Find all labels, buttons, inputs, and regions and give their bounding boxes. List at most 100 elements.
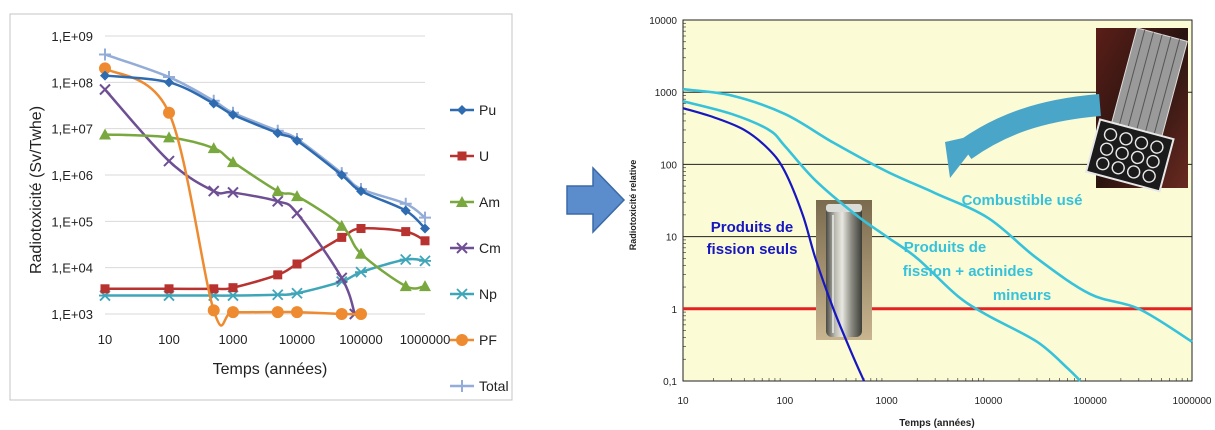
data-point-cm <box>336 272 348 284</box>
left-y-tick-label: 1,E+03 <box>51 307 93 322</box>
legend-label: Cm <box>479 240 501 256</box>
right-y-tick-labels: 0,1 1 10 100 1000 10000 <box>649 16 677 388</box>
curved-arrow-icon <box>945 94 1101 178</box>
left-series-pf <box>99 62 367 327</box>
label-fission-actinides-1: Produits de <box>904 239 987 256</box>
right-x-tick-label: 1000 <box>875 396 898 407</box>
legend-marker-pu <box>457 105 467 115</box>
left-x-tick-label: 1000000 <box>400 332 451 347</box>
left-x-tick-label: 100 <box>158 332 180 347</box>
right-arrow-icon <box>566 166 626 234</box>
legend-entry-pf: PF <box>450 332 497 348</box>
legend-entry-total: Total <box>450 378 509 394</box>
data-point-pu <box>292 135 302 146</box>
right-x-tick-label: 10 <box>677 396 689 407</box>
left-series-line-am <box>104 133 426 290</box>
left-y-tick-label: 1,E+09 <box>51 29 93 44</box>
right-x-tick-label: 1000000 <box>1173 396 1212 407</box>
legend-label: Pu <box>479 102 496 118</box>
data-point-am <box>163 131 175 143</box>
right-x-tick-label: 100 <box>776 396 793 407</box>
data-point-pf <box>207 304 220 317</box>
right-series <box>682 87 1193 382</box>
legend-entry-np: Np <box>450 286 497 302</box>
legend-label: PF <box>479 332 497 348</box>
left-x-tick-labels: 10 100 1000 10000 100000 1000000 <box>98 332 451 347</box>
data-point-pf <box>355 308 367 320</box>
data-point-am <box>271 185 284 197</box>
left-y-tick-labels: 1,E+03 1,E+04 1,E+05 1,E+06 1,E+07 1,E+08 1,E+… <box>51 29 93 322</box>
right-chart: 0,1 1 10 100 1000 10000 10 100 1000 10000 100000 1… <box>628 16 1212 429</box>
data-point-u <box>164 284 174 294</box>
data-point-pf <box>271 306 284 319</box>
data-point-np <box>271 289 284 301</box>
data-point-pu <box>272 128 283 139</box>
legend-marker-np <box>456 288 468 300</box>
data-point-pu <box>356 186 366 197</box>
data-point-pf <box>291 306 303 319</box>
left-x-axis-label: Temps (années) <box>213 361 328 378</box>
data-point-np <box>399 253 412 266</box>
data-point-pu <box>100 70 110 81</box>
data-point-u <box>356 224 366 234</box>
data-point-pf <box>227 306 239 319</box>
right-y-tick-label: 100 <box>660 160 677 171</box>
left-y-axis-label: Radiotoxicité (Sv/Twhe) <box>28 106 45 274</box>
data-point-am <box>419 280 431 292</box>
left-legend: Pu U Am Cm Np PF Total <box>450 102 509 394</box>
data-point-u <box>420 236 430 246</box>
data-point-am <box>291 190 303 202</box>
legend-marker-total <box>456 380 468 392</box>
data-point-np <box>227 289 239 302</box>
data-point-u <box>273 270 283 280</box>
data-point-pu <box>164 77 174 88</box>
label-fission-only-2: fission seuls <box>707 241 798 258</box>
data-point-cm <box>272 195 284 208</box>
label-fission-only-1: Produits de <box>711 219 794 236</box>
legend-marker-u <box>457 151 467 161</box>
legend-marker-cm <box>456 242 468 254</box>
left-y-tick-label: 1,E+06 <box>51 168 93 183</box>
legend-entry-cm: Cm <box>450 240 501 256</box>
fuel-assembly-image <box>1084 27 1188 193</box>
left-series-cm <box>99 83 361 320</box>
left-y-tick-label: 1,E+05 <box>51 214 93 229</box>
data-point-pu <box>208 98 219 109</box>
data-point-pf <box>163 106 175 119</box>
left-x-tick-label: 10 <box>98 332 112 347</box>
data-point-pu <box>336 170 347 180</box>
right-y-tick-label: 0,1 <box>663 377 677 388</box>
label-fission-actinides-3: mineurs <box>993 287 1051 304</box>
data-point-u <box>401 227 411 237</box>
right-x-tick-label: 100000 <box>1074 396 1108 407</box>
left-series <box>99 48 431 327</box>
right-curve-fissionOnly <box>682 107 866 382</box>
legend-marker-pf <box>456 334 468 346</box>
right-y-tick-label: 10 <box>666 233 678 244</box>
right-x-tick-labels: 10 100 1000 10000 100000 1000000 <box>677 396 1211 407</box>
right-x-axis-label: Temps (années) <box>899 418 974 429</box>
data-point-np <box>419 255 431 267</box>
data-point-total <box>99 48 111 61</box>
data-point-np <box>355 266 367 278</box>
legend-marker-am <box>456 196 468 207</box>
data-point-cm <box>99 83 111 96</box>
left-y-tick-label: 1,E+08 <box>51 75 93 90</box>
legend-label: Np <box>479 286 497 302</box>
data-point-u <box>228 283 238 293</box>
right-axes-frame <box>682 19 1193 382</box>
right-y-tick-label: 10000 <box>649 16 677 27</box>
legend-label: Total <box>479 378 509 394</box>
label-combustible: Combustible usé <box>962 192 1083 209</box>
data-point-pu <box>228 109 238 120</box>
left-y-tick-label: 1,E+07 <box>51 122 93 137</box>
data-point-cm <box>291 207 303 219</box>
right-curve-fissionActinides <box>682 99 1082 382</box>
data-point-u <box>337 232 347 242</box>
legend-entry-pu: Pu <box>450 102 496 118</box>
left-series-line-pu <box>104 74 426 230</box>
left-series-line-np <box>105 257 426 297</box>
right-y-tick-label: 1000 <box>655 88 678 99</box>
right-y-tick-label: 1 <box>671 305 677 316</box>
left-series-line-u <box>104 227 426 291</box>
